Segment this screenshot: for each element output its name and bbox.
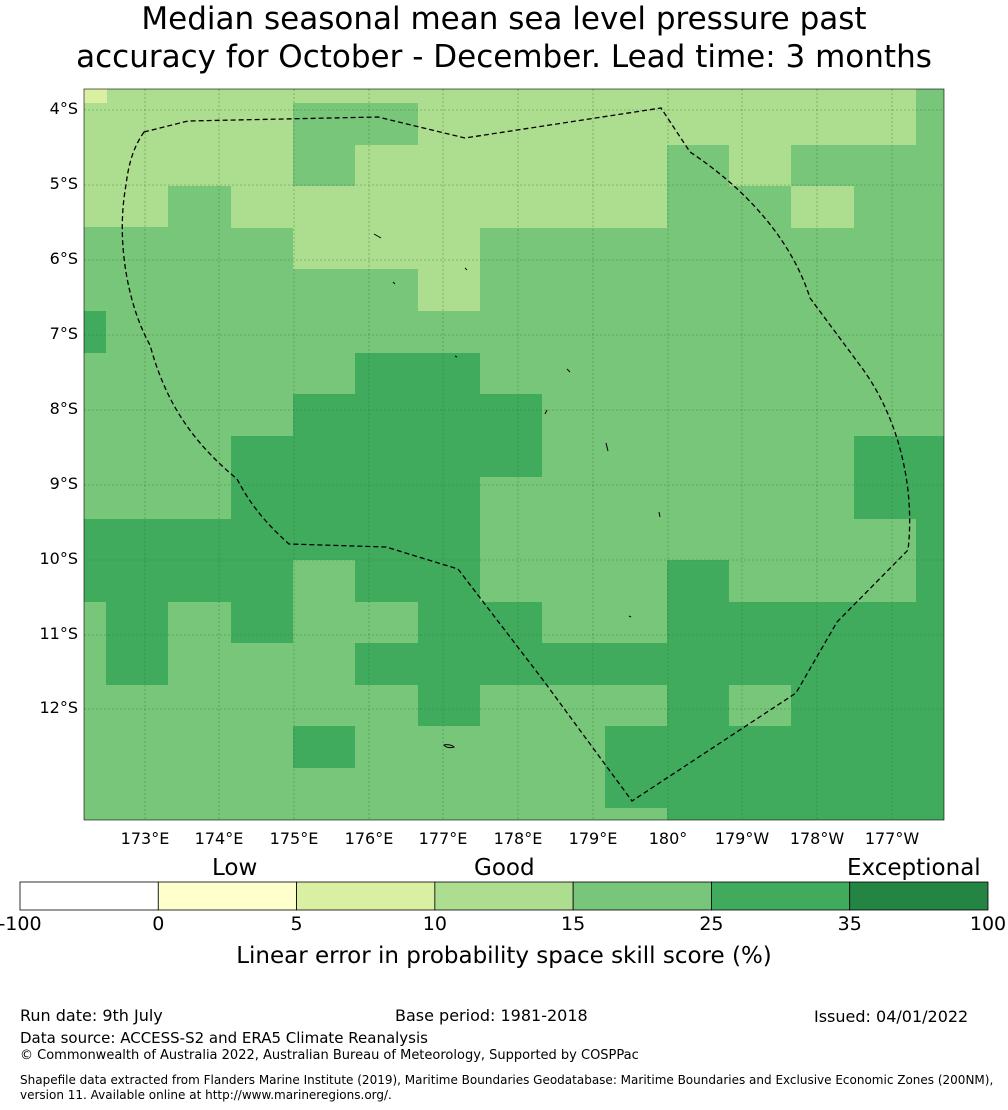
grid-cell (667, 145, 729, 228)
latitude-label: 6°S (49, 249, 78, 268)
data-source: Data source: ACCESS-S2 and ERA5 Climate … (20, 1029, 428, 1047)
grid-cell (293, 145, 355, 186)
grid-cell (916, 89, 944, 228)
grid-cell (729, 685, 791, 726)
longitude-label: 178°W (789, 829, 845, 848)
island (544, 409, 548, 415)
longitude-label: 176°E (344, 829, 394, 848)
title-line-2: accuracy for October - December. Lead ti… (76, 39, 932, 75)
colorbar-tick-label: 10 (422, 913, 447, 935)
island (605, 442, 609, 452)
grid-cell (231, 477, 480, 519)
eez-boundary (121, 107, 911, 802)
colorbar-segment (711, 881, 851, 911)
longitude-label: 173°E (120, 829, 170, 848)
map-title: Median seasonal mean sea level pressure … (0, 0, 1008, 76)
grid-cell (729, 560, 916, 602)
colorbar-tick-label: 15 (561, 913, 586, 935)
island (443, 744, 455, 749)
shapefile-credit-line-1: Shapefile data extracted from Flanders M… (20, 1073, 994, 1087)
grid-cell (916, 519, 944, 560)
longitude-label: 175°E (269, 829, 319, 848)
grid-cell (729, 145, 791, 186)
grid-cell (791, 186, 854, 228)
colorbar-tick-label: 25 (699, 913, 724, 935)
grid-cell (605, 726, 667, 808)
issued-date: Issued: 04/01/2022 (814, 1007, 969, 1026)
grid-cell (168, 186, 231, 227)
island (392, 281, 396, 285)
grid-cell (355, 560, 480, 602)
run-date: Run date: 9th July (20, 1006, 163, 1025)
colorbar-segment (434, 881, 574, 911)
island (464, 267, 468, 271)
skill-score-grid (84, 89, 944, 820)
colorbar-segment (157, 881, 297, 911)
island (658, 511, 661, 518)
grid-cell (293, 228, 480, 269)
grid-cell (231, 436, 542, 477)
grid-cell (418, 269, 480, 311)
island (566, 368, 571, 373)
island (628, 615, 632, 618)
grid-cell (293, 103, 418, 145)
grid-cell (355, 353, 480, 395)
colorbar-segment (19, 881, 159, 911)
colorbar-label: Linear error in probability space skill … (236, 943, 772, 969)
latitude-label: 10°S (39, 549, 78, 568)
base-period: Base period: 1981-2018 (395, 1006, 588, 1025)
island (454, 355, 458, 358)
colorbar (19, 881, 989, 911)
title-line-1: Median seasonal mean sea level pressure … (141, 1, 867, 37)
longitude-label: 179°W (714, 829, 770, 848)
latitude-label: 4°S (49, 99, 78, 118)
category-good: Good (474, 855, 535, 881)
category-exceptional: Exceptional (847, 855, 981, 881)
grid-cell (231, 602, 293, 643)
colorbar-tick-label: -100 (0, 913, 42, 935)
latitude-label: 5°S (49, 174, 78, 193)
latitude-label: 9°S (49, 474, 78, 493)
latitude-label: 8°S (49, 399, 78, 418)
colorbar-tick-label: 100 (969, 913, 1007, 935)
longitude-label: 177°E (418, 829, 468, 848)
latitude-label: 12°S (39, 698, 78, 717)
grid-cell (84, 560, 293, 602)
colorbar-tick-label: 0 (152, 913, 165, 935)
grid-cell (667, 560, 944, 820)
grid-cell (355, 643, 667, 685)
longitude-label: 178°E (493, 829, 543, 848)
longitude-label: 179°E (568, 829, 618, 848)
longitude-label: 180° (648, 829, 688, 848)
grid-cell (293, 726, 355, 768)
grid-cell (84, 89, 107, 103)
grid-cell (84, 519, 480, 560)
colorbar-segment (849, 881, 989, 911)
grid-cell (854, 436, 944, 519)
colorbar-tick-label: 5 (290, 913, 303, 935)
grid-cell (84, 311, 106, 353)
grid-cell (106, 602, 168, 685)
grid-cell (791, 145, 916, 186)
graticule (84, 89, 944, 820)
colorbar-tick-label: 35 (837, 913, 862, 935)
grid-cell (418, 602, 542, 643)
grid-cell (293, 394, 542, 436)
shapefile-credit-line-2: version 11. Available online at http://w… (20, 1088, 392, 1102)
latitude-label: 7°S (49, 324, 78, 343)
island (373, 233, 382, 239)
map-frame (83, 88, 945, 821)
colorbar-segment (296, 881, 436, 911)
grid-cell (418, 685, 480, 726)
grid-cell (231, 186, 480, 228)
colorbar-segment (572, 881, 712, 911)
islands (373, 233, 661, 749)
longitude-label: 174°E (194, 829, 244, 848)
category-low: Low (212, 855, 258, 881)
copyright: © Commonwealth of Australia 2022, Austra… (20, 1048, 639, 1063)
latitude-label: 11°S (39, 624, 78, 643)
longitude-label: 177°W (864, 829, 920, 848)
